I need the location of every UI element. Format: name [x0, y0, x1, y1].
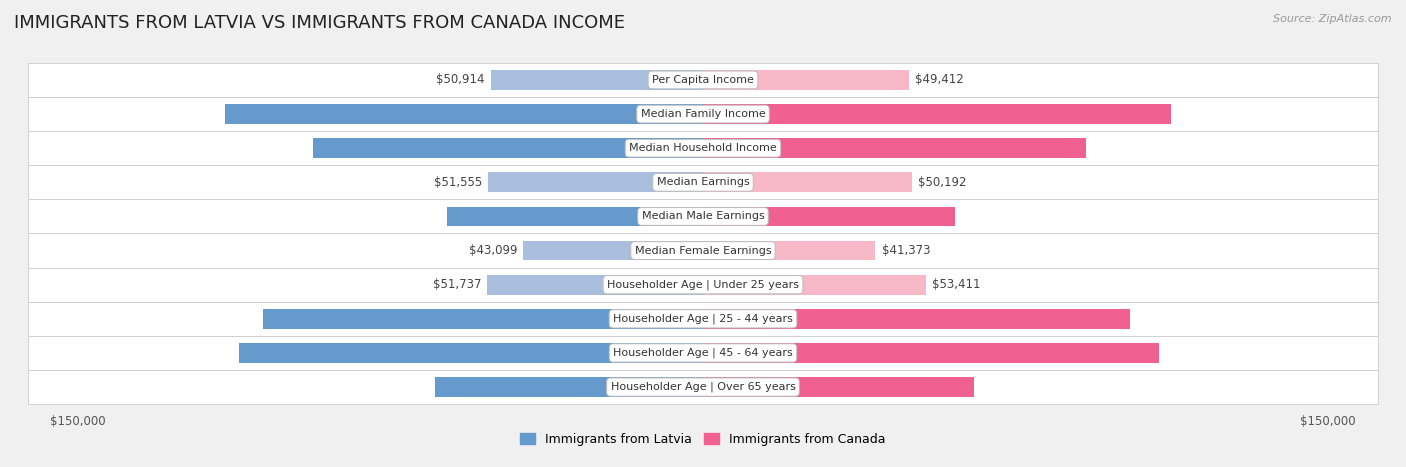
Text: $105,522: $105,522	[668, 312, 730, 325]
Bar	[703, 206, 955, 226]
Bar	[703, 70, 908, 90]
Bar	[28, 131, 1378, 165]
Text: Median Earnings: Median Earnings	[657, 177, 749, 187]
Text: $60,388: $60,388	[669, 210, 723, 223]
Bar	[703, 104, 1171, 124]
Bar	[488, 275, 703, 295]
Bar	[488, 172, 703, 192]
Text: Median Family Income: Median Family Income	[641, 109, 765, 119]
Text: $49,412: $49,412	[915, 73, 965, 86]
Bar	[703, 309, 1130, 329]
Text: Per Capita Income: Per Capita Income	[652, 75, 754, 85]
Bar	[28, 165, 1378, 199]
Text: $61,422: $61,422	[682, 210, 737, 223]
Text: $64,952: $64,952	[671, 381, 724, 394]
Bar	[28, 302, 1378, 336]
Text: $102,616: $102,616	[675, 312, 737, 325]
Bar	[239, 343, 703, 363]
Bar	[28, 336, 1378, 370]
Text: Median Male Earnings: Median Male Earnings	[641, 212, 765, 221]
Text: IMMIGRANTS FROM LATVIA VS IMMIGRANTS FROM CANADA INCOME: IMMIGRANTS FROM LATVIA VS IMMIGRANTS FRO…	[14, 14, 626, 32]
Text: $50,914: $50,914	[436, 73, 485, 86]
Bar	[225, 104, 703, 124]
Text: $43,099: $43,099	[468, 244, 517, 257]
Text: Householder Age | 45 - 64 years: Householder Age | 45 - 64 years	[613, 348, 793, 358]
Bar	[703, 343, 1159, 363]
Bar	[434, 377, 703, 397]
Bar	[703, 241, 876, 261]
Bar	[263, 309, 703, 329]
Text: $93,602: $93,602	[672, 142, 725, 155]
Bar	[703, 172, 912, 192]
Text: $112,374: $112,374	[679, 107, 741, 120]
Text: $64,298: $64,298	[682, 381, 735, 394]
Text: Median Female Earnings: Median Female Earnings	[634, 246, 772, 255]
Bar	[28, 63, 1378, 97]
Bar	[703, 377, 973, 397]
Text: $92,029: $92,029	[681, 142, 734, 155]
Bar	[703, 275, 925, 295]
Text: $51,555: $51,555	[433, 176, 482, 189]
Bar	[28, 97, 1378, 131]
Text: $109,402: $109,402	[678, 347, 740, 360]
Text: $114,826: $114,826	[665, 107, 727, 120]
Text: Householder Age | 25 - 44 years: Householder Age | 25 - 44 years	[613, 313, 793, 324]
Bar	[28, 199, 1378, 234]
Bar	[447, 206, 703, 226]
Text: Householder Age | Over 65 years: Householder Age | Over 65 years	[610, 382, 796, 392]
Bar	[703, 138, 1087, 158]
Text: $50,192: $50,192	[918, 176, 967, 189]
Bar	[28, 234, 1378, 268]
Text: Source: ZipAtlas.com: Source: ZipAtlas.com	[1274, 14, 1392, 24]
Bar	[314, 138, 703, 158]
Text: Median Household Income: Median Household Income	[628, 143, 778, 153]
Bar	[28, 370, 1378, 404]
Legend: Immigrants from Latvia, Immigrants from Canada: Immigrants from Latvia, Immigrants from …	[515, 428, 891, 451]
Text: $111,454: $111,454	[666, 347, 728, 360]
Bar	[523, 241, 703, 261]
Bar	[28, 268, 1378, 302]
Text: $51,737: $51,737	[433, 278, 481, 291]
Bar	[491, 70, 703, 90]
Text: $53,411: $53,411	[932, 278, 980, 291]
Text: $41,373: $41,373	[882, 244, 931, 257]
Text: Householder Age | Under 25 years: Householder Age | Under 25 years	[607, 279, 799, 290]
